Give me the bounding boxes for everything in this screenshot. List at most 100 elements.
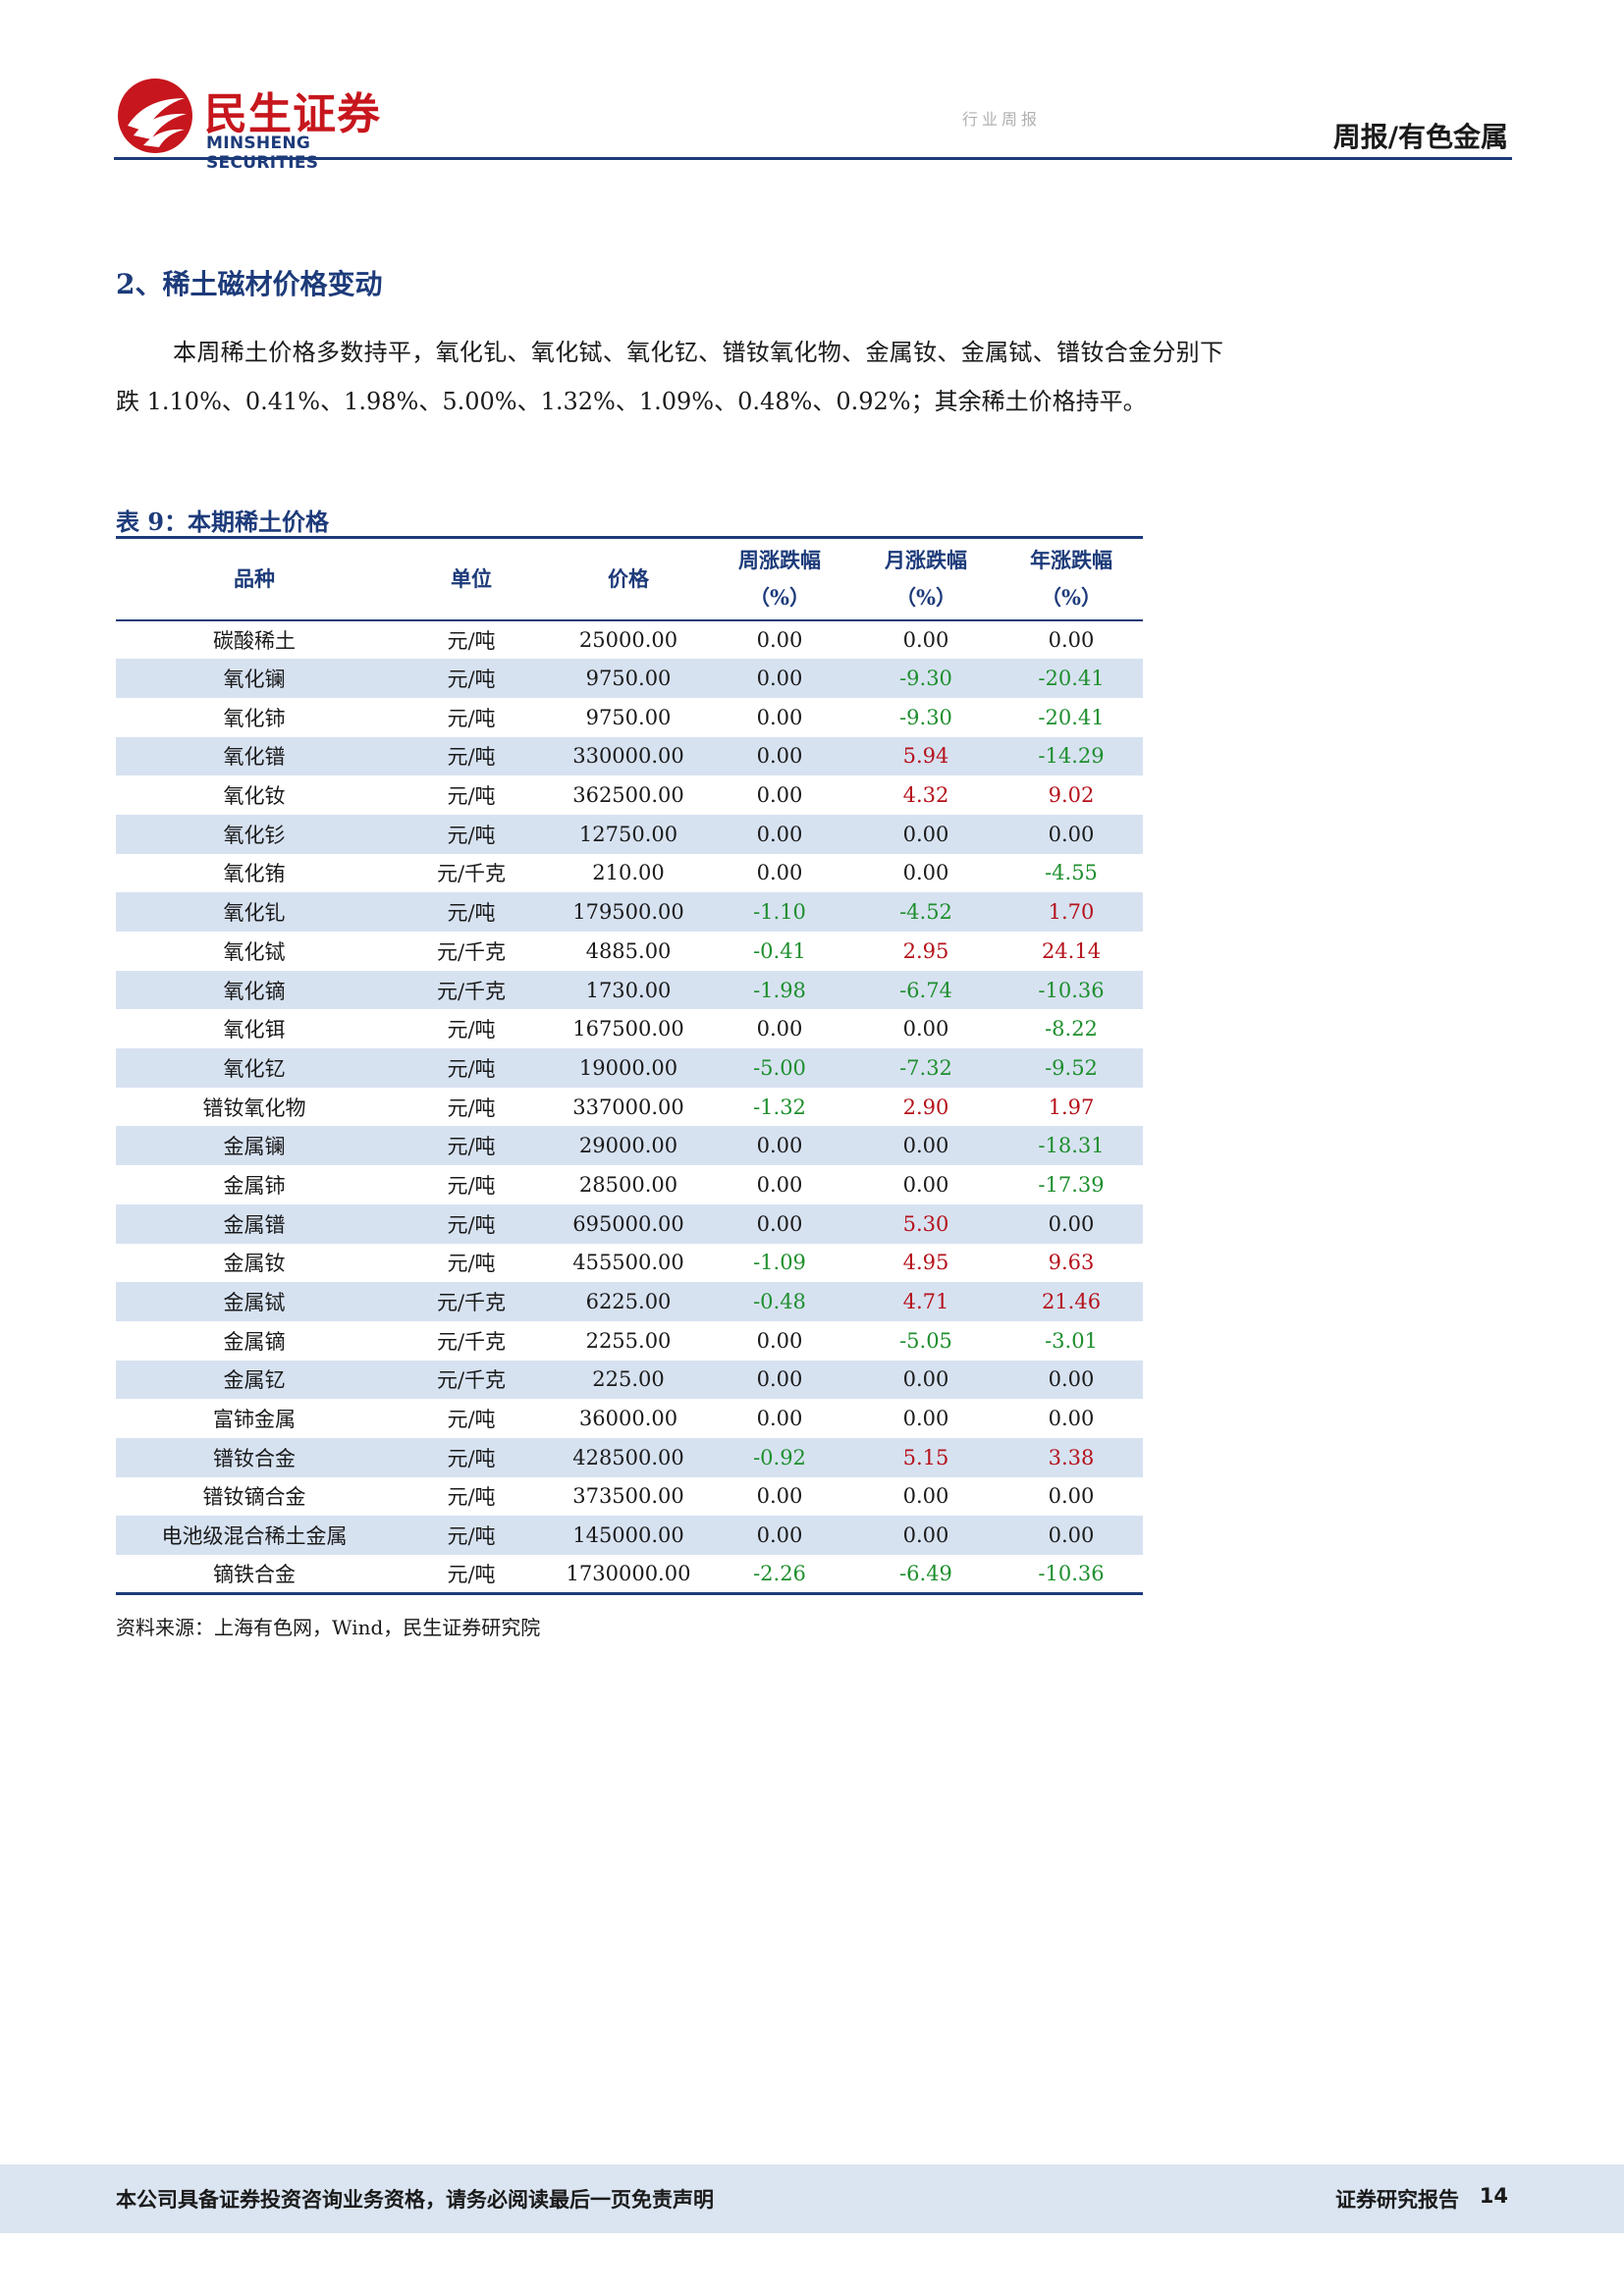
cell-yearly-change: -4.55 [1045,861,1098,885]
cell-yearly-change: 0.00 [1000,814,1143,854]
cell-variety: 氧化铈 [223,706,286,730]
cell-unit: 元/吨 [447,1408,496,1432]
cell-monthly-change: 2.95 [902,938,949,963]
cell-monthly-change: -5.05 [899,1328,952,1353]
cell-weekly-change: 0.00 [756,1407,803,1431]
cell-yearly-change: -14.29 [1000,736,1143,776]
cell-monthly-change: -6.74 [852,970,1000,1010]
cell-weekly-change: 0.00 [707,814,852,854]
cell-variety: 电池级混合稀土金属 [116,1516,393,1555]
cell-weekly-change: 0.00 [707,1203,852,1244]
cell-weekly-change: 0.00 [707,659,852,698]
cell-unit: 元/吨 [447,1173,496,1198]
table-source-note: 资料来源：上海有色网，Wind，民生证券研究院 [116,1616,541,1639]
cell-variety: 氧化铕 [223,862,286,886]
cell-variety: 富铈金属 [213,1408,296,1432]
cell-variety: 碳酸稀土 [213,628,296,653]
cell-price: 19000.00 [550,1048,707,1088]
cell-price: 9750.00 [550,659,707,698]
cell-unit: 元/吨 [393,736,550,776]
cell-unit: 元/吨 [447,784,496,809]
cell-weekly-change: 0.00 [756,705,803,729]
cell-price: 9750.00 [585,705,672,729]
cell-weekly-change: -5.00 [707,1048,852,1088]
cell-unit: 元/吨 [447,1252,496,1276]
table-row: 镝铁合金 元/吨 1730000.00 -2.26 -6.49 -10.36 [116,1555,1143,1596]
cell-unit: 元/吨 [447,628,496,653]
cell-unit: 元/吨 [447,1485,496,1510]
cell-monthly-change: 0.00 [852,1360,1000,1400]
cell-yearly-change: 9.63 [1048,1251,1095,1275]
cell-monthly-change: 0.00 [852,1516,1000,1555]
cell-monthly-change: 5.15 [852,1437,1000,1477]
cell-unit: 元/吨 [447,1018,496,1042]
cell-price: 225.00 [550,1360,707,1400]
cell-unit: 元/千克 [393,1360,550,1400]
footer-report-type: 证券研究报告 [1335,2188,1459,2212]
cell-unit: 元/吨 [393,1048,550,1088]
table-header-row: 品种 单位 价格 周涨跌幅 （%） 月涨跌幅 （%） 年涨跌幅 （%） [116,536,1143,621]
cell-unit: 元/吨 [393,1126,550,1166]
logo-english-name: MINSHENG SECURITIES [206,133,319,173]
table-row: 氧化镝 元/千克 1730.00 -1.98 -6.74 -10.36 [116,970,1143,1010]
cell-unit: 元/吨 [393,1555,550,1596]
cell-price: 1730.00 [550,970,707,1010]
cell-variety: 氧化镝 [116,970,393,1010]
cell-price: 1730000.00 [550,1555,707,1596]
cell-weekly-change: 0.00 [756,1017,803,1041]
cell-yearly-change: 1.97 [1048,1095,1095,1119]
table-row: 氧化铒 元/吨 167500.00 0.00 0.00 -8.22 [116,1009,1143,1048]
cell-unit: 元/吨 [393,1437,550,1477]
cell-yearly-change: -20.41 [1000,659,1143,698]
cell-price: 12750.00 [550,814,707,854]
cell-unit: 元/吨 [393,1516,550,1555]
page-number: 14 [1479,2184,1508,2208]
footer-disclaimer: 本公司具备证券投资咨询业务资格，请务必阅读最后一页免责声明 [116,2188,714,2212]
table-row: 氧化镧 元/吨 9750.00 0.00 -9.30 -20.41 [116,659,1143,698]
page-footer: 本公司具备证券投资咨询业务资格，请务必阅读最后一页免责声明 证券研究报告 14 [0,2164,1624,2233]
table-row: 金属镨 元/吨 695000.00 0.00 5.30 0.00 [116,1203,1143,1244]
table-row: 镨钕镝合金 元/吨 373500.00 0.00 0.00 0.00 [116,1477,1143,1517]
cell-variety: 金属镧 [116,1126,393,1166]
cell-weekly-change: 0.00 [756,861,803,885]
cell-price: 145000.00 [550,1516,707,1555]
cell-yearly-change: 0.00 [1048,1407,1095,1431]
cell-variety: 镨钕氧化物 [202,1095,306,1120]
cell-yearly-change: -18.31 [1000,1126,1143,1166]
cell-price: 2255.00 [585,1328,672,1353]
cell-variety: 氧化钇 [116,1048,393,1088]
cell-weekly-change: -0.41 [753,938,806,963]
cell-price: 455500.00 [572,1251,684,1275]
table-row: 金属铽 元/千克 6225.00 -0.48 4.71 21.46 [116,1282,1143,1321]
cell-variety: 氧化铒 [223,1018,286,1042]
cell-price: 373500.00 [572,1484,684,1509]
header-monthly-change: 月涨跌幅 （%） [852,536,1000,621]
table-row: 氧化钇 元/吨 19000.00 -5.00 -7.32 -9.52 [116,1048,1143,1088]
cell-unit: 元/吨 [393,892,550,932]
company-logo: 民生证券 MINSHENG SECURITIES [116,77,401,173]
section-paragraph: 本周稀土价格多数持平，氧化钆、氧化铽、氧化钇、镨钕氧化物、金属钕、金属铽、镨钕合… [116,339,1223,415]
cell-variety: 金属镝 [223,1329,286,1354]
cell-monthly-change: 0.00 [902,1017,949,1041]
cell-weekly-change: -1.10 [707,892,852,932]
cell-variety: 氧化钐 [116,814,393,854]
cell-price: 6225.00 [550,1282,707,1321]
cell-variety: 金属钕 [223,1252,286,1276]
cell-yearly-change: -17.39 [1038,1172,1105,1197]
logo-chinese-name: 民生证券 [204,89,381,139]
cell-monthly-change: 2.90 [902,1095,949,1119]
cell-weekly-change: -2.26 [707,1555,852,1596]
cell-weekly-change: 0.00 [756,1328,803,1353]
cell-monthly-change: 4.95 [902,1251,949,1275]
page-header: 民生证券 MINSHENG SECURITIES 行业周报 周报/有色金属 [116,71,1512,173]
cell-weekly-change: 0.00 [756,1484,803,1509]
table-row: 氧化镨 元/吨 330000.00 0.00 5.94 -14.29 [116,736,1143,776]
cell-yearly-change: -10.36 [1000,1555,1143,1596]
table-row: 氧化铈 元/吨 9750.00 0.00 -9.30 -20.41 [116,698,1143,737]
cell-monthly-change: -4.52 [852,892,1000,932]
cell-price: 25000.00 [578,627,678,652]
header-unit: 单位 [393,536,550,621]
cell-unit: 元/千克 [393,970,550,1010]
cell-variety: 氧化镨 [116,736,393,776]
cell-variety: 金属镨 [116,1203,393,1244]
